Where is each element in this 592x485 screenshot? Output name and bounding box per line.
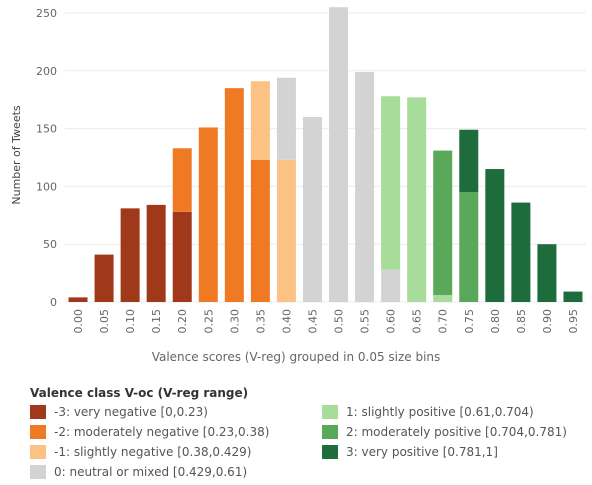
x-tick-label: 0.65 (411, 309, 424, 334)
bar-segment-0.35-series-1 (250, 159, 270, 302)
legend-label: -1: slightly negative [0.38,0.429) (54, 444, 252, 459)
y-tick-label: 50 (43, 238, 57, 251)
bar-segment-0.35-series-2 (250, 81, 270, 160)
x-tick-label: 0.15 (150, 309, 163, 334)
bar-segment-0.85-series-6 (511, 202, 531, 302)
x-tick-label: 0.05 (98, 309, 111, 334)
y-axis-title: Number of Tweets (10, 105, 23, 205)
x-tick-label: 0.90 (541, 309, 554, 334)
x-tick-label: 0.35 (254, 309, 267, 334)
x-axis-title: Valence scores (V-reg) grouped in 0.05 s… (151, 350, 441, 364)
gridlines (65, 12, 586, 303)
legend-swatch (30, 464, 46, 479)
bar-segment-0.30-series-1 (224, 88, 244, 302)
legend-swatch (30, 424, 46, 439)
legend-item: -2: moderately negative [0.23,0.38) (30, 423, 322, 440)
x-tick-label: 0.40 (280, 309, 293, 334)
legend-label: 1: slightly positive [0.61,0.704) (346, 404, 534, 419)
legend-swatch (322, 404, 338, 419)
legend-item: -3: very negative [0,0.23) (30, 403, 322, 420)
legend-item: 1: slightly positive [0.61,0.704) (322, 403, 582, 420)
legend-label: 2: moderately positive [0.704,0.781) (346, 424, 567, 439)
x-tick-label: 0.20 (176, 309, 189, 334)
y-tick-label: 150 (36, 123, 57, 136)
bar-segment-0.40-series-2 (276, 159, 296, 302)
x-tick-label: 0.80 (489, 309, 502, 334)
bar-segment-0.20-series-0 (172, 211, 192, 302)
x-tick-label: 0.75 (463, 309, 476, 334)
bar-segment-0.60-series-4 (381, 96, 401, 270)
legend-title: Valence class V-oc (V-reg range) (30, 386, 249, 400)
x-tick-label: 0.60 (385, 309, 398, 334)
y-tick-label: 0 (50, 296, 57, 309)
bar-segment-0.45-series-3 (302, 117, 322, 302)
x-axis-ticks: 0.00 0.05 0.10 0.15 0.20 0.25 0.30 0.35 0.40 0.45… (72, 309, 580, 334)
bar-segment-0.75-series-5 (459, 192, 479, 302)
legend-swatch (322, 444, 338, 459)
bar-segment-0.40-series-3 (276, 77, 296, 160)
legend: Valence class V-oc (V-reg range) -3: ver… (30, 386, 590, 485)
bar-segment-0.15-series-0 (146, 204, 166, 302)
bar-segment-0.75-series-6 (459, 129, 479, 193)
x-tick-label: 0.95 (567, 309, 580, 334)
legend-items: -3: very negative [0,0.23) 1: slightly po… (30, 403, 590, 480)
bar-segment-0.55-series-3 (355, 71, 375, 303)
legend-item: 0: neutral or mixed [0.429,0.61) (30, 463, 322, 480)
legend-swatch (322, 424, 338, 439)
bar-segment-0.95-series-6 (563, 291, 583, 302)
x-tick-label: 0.30 (228, 309, 241, 334)
x-tick-label: 0.50 (333, 309, 346, 334)
x-tick-label: 0.85 (515, 309, 528, 334)
bar-segment-0.65-series-4 (407, 97, 427, 302)
legend-label: -3: very negative [0,0.23) (54, 404, 208, 419)
x-tick-label: 0.25 (202, 309, 215, 334)
legend-swatch (30, 444, 46, 459)
bar-chart: 0 50 100 150 200 250 0.00 0.05 0.10 0.15 0.20 0.25… (10, 7, 586, 334)
bar-segment-0.05-series-0 (94, 254, 114, 302)
x-tick-label: 0.70 (437, 309, 450, 334)
legend-swatch (30, 404, 46, 419)
bar-segment-0.70-series-4 (433, 295, 453, 302)
legend-item: -1: slightly negative [0.38,0.429) (30, 443, 322, 460)
bar-segment-0.00-series-0 (68, 297, 88, 302)
bar-segment-0.80-series-6 (485, 169, 505, 302)
bar-segment-0.10-series-0 (120, 208, 140, 302)
x-tick-label: 0.55 (359, 309, 372, 334)
bars (68, 7, 583, 303)
bar-segment-0.25-series-1 (198, 127, 218, 302)
y-tick-label: 200 (36, 65, 57, 78)
bar-segment-0.50-series-3 (329, 7, 349, 302)
x-tick-label: 0.10 (124, 309, 137, 334)
y-tick-label: 100 (36, 180, 57, 193)
legend-item: 2: moderately positive [0.704,0.781) (322, 423, 582, 440)
legend-label: 0: neutral or mixed [0.429,0.61) (54, 464, 248, 479)
legend-label: -2: moderately negative [0.23,0.38) (54, 424, 270, 439)
x-tick-label: 0.00 (72, 309, 85, 334)
bar-segment-0.60-series-3 (381, 269, 401, 302)
y-tick-label: 250 (36, 7, 57, 20)
bar-segment-0.20-series-1 (172, 148, 192, 212)
bar-segment-0.90-series-6 (537, 244, 557, 302)
legend-label: 3: very positive [0.781,1] (346, 444, 498, 459)
y-axis-ticks: 0 50 100 150 200 250 (36, 7, 57, 309)
legend-item: 3: very positive [0.781,1] (322, 443, 582, 460)
bar-segment-0.70-series-5 (433, 150, 453, 296)
x-tick-label: 0.45 (306, 309, 319, 334)
